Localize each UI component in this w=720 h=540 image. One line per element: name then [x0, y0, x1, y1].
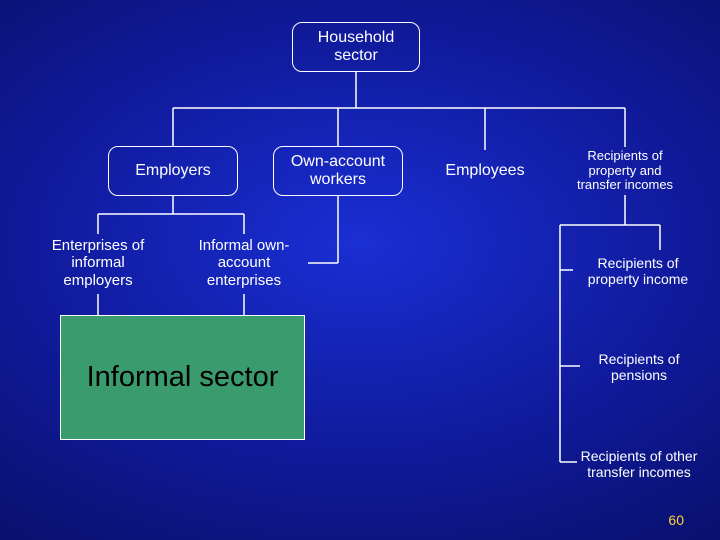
node-recipients-property-transfer: Recipients of property and transfer inco… [560, 143, 690, 199]
node-employers: Employers [108, 146, 238, 196]
node-recipients-property-income: Recipients of property income [568, 247, 708, 295]
node-enterprises-informal-employers: Enterprises of informal employers [39, 232, 157, 294]
node-informal-own-account-enterprises: Informal own-account enterprises [180, 232, 308, 294]
node-recipients-other-transfer: Recipients of other transfer incomes [572, 434, 706, 494]
informal-sector-box: Informal sector [60, 315, 305, 440]
node-employees: Employees [425, 146, 545, 196]
node-own-account-workers: Own-account workers [273, 146, 403, 196]
page-number: 60 [668, 512, 684, 528]
node-recipients-pensions: Recipients of pensions [575, 345, 703, 389]
node-household-sector: Household sector [292, 22, 420, 72]
